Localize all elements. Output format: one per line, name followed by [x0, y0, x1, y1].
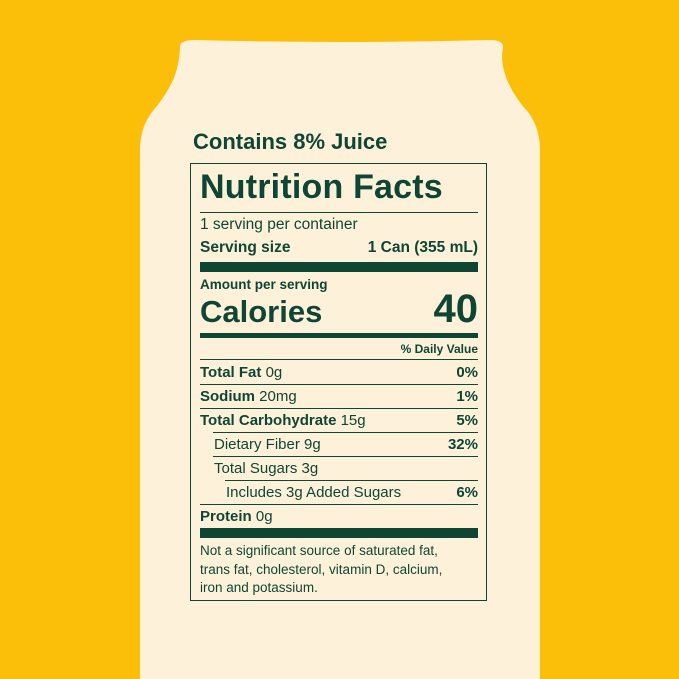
divider [200, 408, 478, 409]
servings-per-container: 1 serving per container [200, 216, 358, 233]
footnote-line: iron and potassium. [200, 580, 318, 595]
nutrient-name: Sodium [200, 387, 255, 405]
footnote: Not a significant source of saturated fa… [200, 542, 478, 598]
calories-row: Calories 40 [200, 287, 478, 332]
amount-per-serving: Amount per serving [200, 277, 328, 292]
nutrient-row-total-sugars: Total Sugars 3g [200, 456, 478, 480]
nutrient-row-total-carbohydrate: Total Carbohydrate 15g 5% [200, 408, 478, 432]
nutrient-amount: 0g [265, 363, 283, 381]
daily-value: 32% [447, 435, 478, 453]
daily-value: 0% [456, 363, 478, 381]
nutrient-name: Total Carbohydrate [200, 411, 337, 429]
daily-value: 1% [456, 387, 478, 405]
nutrient-row-protein: Protein 0g [200, 504, 478, 528]
nutrient-name: Includes 3g Added Sugars [226, 483, 402, 501]
footnote-line: trans fat, cholesterol, vitamin D, calci… [200, 561, 443, 577]
divider [225, 480, 478, 481]
nutrient-amount: 0g [255, 507, 273, 525]
daily-value-header: % Daily Value [400, 342, 478, 356]
nutrient-amount: 20mg [259, 387, 297, 405]
thick-divider [200, 528, 478, 538]
daily-value: 5% [456, 411, 478, 429]
nutrient-row-dietary-fiber: Dietary Fiber 9g 32% [200, 432, 478, 456]
divider [200, 359, 478, 360]
nutrient-row-total-fat: Total Fat 0g 0% [200, 360, 478, 384]
nutrient-name: Dietary Fiber 9g [214, 435, 321, 453]
thick-divider [200, 262, 478, 272]
serving-size: Serving size 1 Can (355 mL) [200, 239, 478, 257]
nutrition-facts-title: Nutrition Facts [200, 168, 443, 206]
footnote-line: Not a significant source of saturated fa… [200, 543, 438, 558]
serving-size-value: 1 Can (355 mL) [367, 239, 478, 256]
divider [213, 456, 478, 457]
nutrient-name: Total Sugars 3g [214, 459, 319, 477]
nutrient-row-added-sugars: Includes 3g Added Sugars 6% [200, 480, 478, 504]
nutrient-name: Protein [200, 507, 252, 525]
medium-divider [200, 333, 478, 338]
calories-value: 40 [433, 287, 479, 331]
divider [213, 432, 478, 433]
nutrition-facts-panel: Nutrition Facts 1 serving per container … [190, 163, 487, 601]
nutrient-name: Total Fat [200, 363, 262, 381]
nutrient-row-sodium: Sodium 20mg 1% [200, 384, 478, 408]
divider [200, 212, 478, 213]
nutrient-amount: 15g [340, 411, 366, 429]
calories-label: Calories [200, 294, 323, 329]
daily-value: 6% [456, 483, 478, 501]
juice-content-note: Contains 8% Juice [193, 129, 388, 154]
divider [200, 504, 478, 505]
serving-size-label: Serving size [200, 239, 291, 256]
divider [200, 384, 478, 385]
